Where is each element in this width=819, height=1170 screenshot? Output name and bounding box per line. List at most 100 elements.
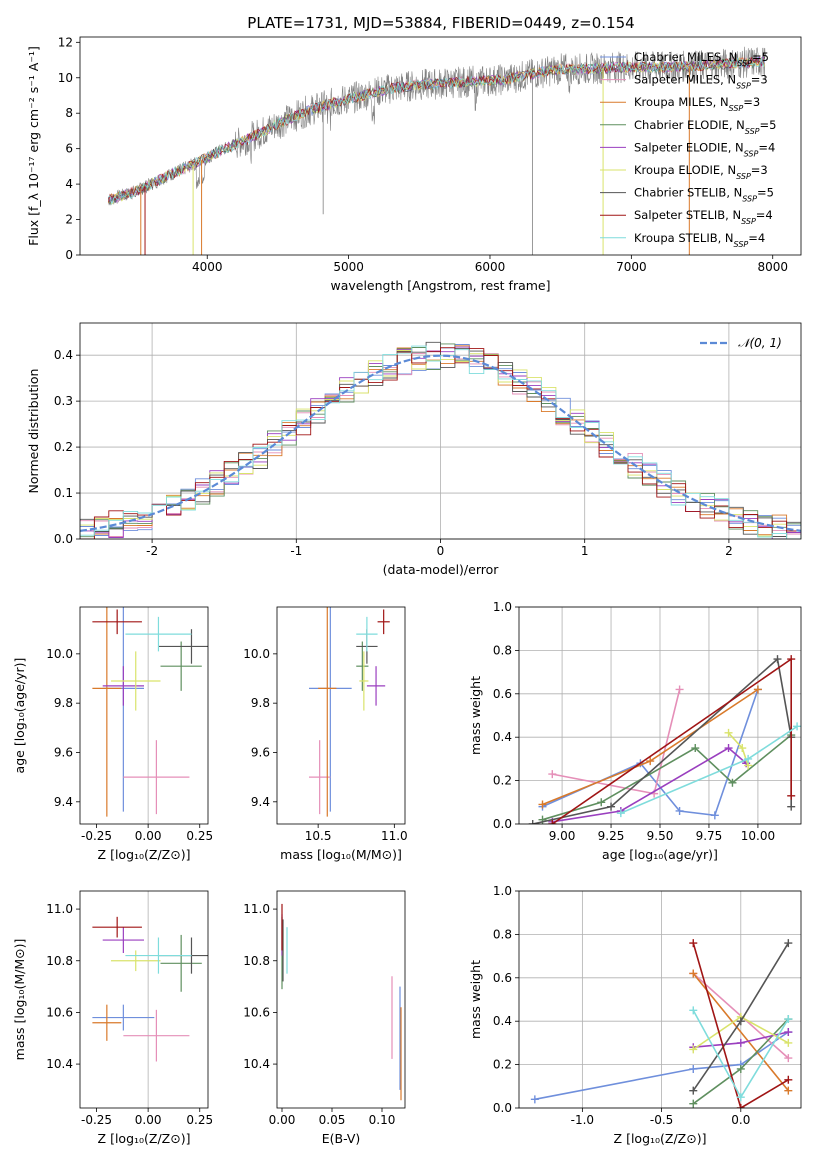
axes-frame — [518, 890, 802, 1109]
y-tick-label: 0.8 — [493, 643, 512, 657]
weight-marker — [736, 1104, 745, 1108]
y-tick-label: 10.4 — [46, 1057, 73, 1071]
plot-area — [281, 903, 402, 1101]
legend-entry: 𝒩(0, 1) — [738, 336, 782, 350]
mass-vs-ebv-panel: 0.00 0.05 0.10 10.4 10.6 10.8 11.0 E(B-V) — [243, 890, 406, 1146]
x-tick-label: 0 — [437, 544, 445, 558]
x-tick-label: 9.00 — [549, 829, 576, 843]
y-axis-label: mass weight — [468, 960, 483, 1039]
y-axis-label: mass [log₁₀(M/M⊙)] — [12, 939, 27, 1061]
weight-series-line — [692, 942, 789, 1108]
weight-marker — [691, 744, 700, 753]
weight-marker — [597, 798, 606, 807]
y-tick-label: 10 — [58, 71, 73, 85]
weight-marker — [787, 802, 796, 811]
axes-frame — [518, 606, 802, 825]
weight-marker — [616, 809, 625, 818]
weight-marker — [787, 791, 796, 800]
weight-marker — [736, 1017, 745, 1026]
x-tick-label: -0.25 — [81, 829, 112, 843]
y-tick-label: 0.0 — [493, 817, 512, 831]
y-tick-label: 0.0 — [493, 1101, 512, 1115]
y-axis-label: Flux [f_λ 10⁻¹⁷ erg cm⁻² s⁻¹ A⁻¹] — [26, 46, 41, 246]
x-tick-label: 9.75 — [696, 829, 723, 843]
weight-series-line — [542, 734, 792, 821]
axes-frame — [276, 606, 406, 825]
y-tick-label: 0.1 — [54, 486, 73, 500]
x-tick-label: 0.05 — [319, 1113, 346, 1127]
y-tick-label: 9.8 — [54, 696, 73, 710]
figure-title: PLATE=1731, MJD=53884, FIBERID=0449, z=0… — [247, 14, 634, 32]
weight-series-line — [552, 747, 747, 823]
weight-marker — [784, 1054, 793, 1063]
plot-area — [309, 607, 390, 817]
y-tick-label: 10.8 — [46, 954, 73, 968]
weight-marker — [793, 722, 801, 731]
y-tick-label: 11.0 — [46, 902, 73, 916]
y-tick-label: 0.6 — [493, 971, 512, 985]
weight-marker — [646, 757, 655, 766]
legend-entry: Chabrier MILES, NSSP=5 — [634, 50, 769, 68]
x-tick-label: 9.50 — [647, 829, 674, 843]
weight-marker — [736, 1064, 745, 1073]
y-tick-label: 10.0 — [46, 647, 73, 661]
y-tick-label: 0.2 — [493, 1058, 512, 1072]
y-tick-label: 10.6 — [46, 1005, 73, 1019]
y-tick-label: 0.4 — [493, 730, 512, 744]
x-axis-label: Z [log₁₀(Z/Z⊙)] — [98, 847, 191, 862]
y-tick-label: 1.0 — [493, 884, 512, 898]
weight-series-line — [692, 972, 789, 1092]
y-tick-label: 0.4 — [493, 1014, 512, 1028]
plot-area — [80, 341, 801, 539]
y-axis-label: Normed distribution — [26, 369, 41, 494]
legend-entry: Kroupa MILES, NSSP=3 — [634, 95, 760, 113]
y-tick-label: 0.4 — [54, 348, 73, 362]
y-tick-label: 10.8 — [243, 954, 270, 968]
y-tick-label: 11.0 — [243, 902, 270, 916]
y-tick-label: 0.2 — [54, 440, 73, 454]
weight-series-line — [542, 689, 759, 817]
x-axis-label: age [log₁₀(age/yr)] — [602, 847, 718, 862]
y-tick-label: 0.3 — [54, 394, 73, 408]
weight-marker — [689, 1086, 698, 1095]
x-tick-label: 0.25 — [186, 829, 213, 843]
weight-vs-z-panel: -1.0 -0.5 0.0 0.0 0.2 0.4 0.6 0.8 1.0 Z [log₁₀(Z/… — [468, 884, 802, 1146]
y-tick-label: 0.0 — [54, 532, 73, 546]
weight-marker — [530, 1095, 539, 1104]
weight-marker — [675, 685, 684, 694]
weight-marker — [784, 1086, 793, 1095]
x-tick-label: 5000 — [333, 260, 364, 274]
y-tick-label: 10.4 — [243, 1057, 270, 1071]
x-tick-label: 0.00 — [135, 829, 162, 843]
weight-marker — [689, 1064, 698, 1073]
x-tick-label: -2 — [146, 544, 158, 558]
x-axis-label: mass [log₁₀(M/M⊙)] — [280, 847, 402, 862]
weight-series-line — [532, 657, 792, 824]
x-tick-label: 9.25 — [598, 829, 625, 843]
weight-marker — [724, 744, 733, 753]
weight-marker — [784, 1075, 793, 1084]
residual-histogram — [80, 347, 801, 539]
weight-marker — [607, 802, 616, 811]
y-tick-label: 6 — [65, 142, 73, 156]
weight-series-line — [552, 689, 681, 795]
x-tick-label: 6000 — [475, 260, 506, 274]
y-tick-label: 0.8 — [493, 927, 512, 941]
weight-marker — [784, 939, 793, 948]
weight-marker — [548, 820, 557, 824]
y-tick-label: 0.2 — [493, 774, 512, 788]
weight-marker — [787, 655, 796, 664]
weight-marker — [528, 820, 537, 824]
weight-marker — [724, 728, 733, 737]
axes-frame — [79, 890, 209, 1109]
plot-area — [92, 607, 208, 817]
weight-marker — [689, 1099, 698, 1108]
x-axis-label: wavelength [Angstrom, rest frame] — [330, 278, 550, 293]
x-tick-label: 0.10 — [369, 1113, 396, 1127]
legend-entry: Salpeter STELIB, NSSP=4 — [634, 208, 773, 226]
x-tick-label: 10.5 — [305, 829, 332, 843]
legend-entry: Chabrier ELODIE, NSSP=5 — [634, 118, 776, 136]
x-axis-label: Z [log₁₀(Z/Z⊙)] — [614, 1131, 707, 1146]
weight-marker — [738, 744, 747, 753]
